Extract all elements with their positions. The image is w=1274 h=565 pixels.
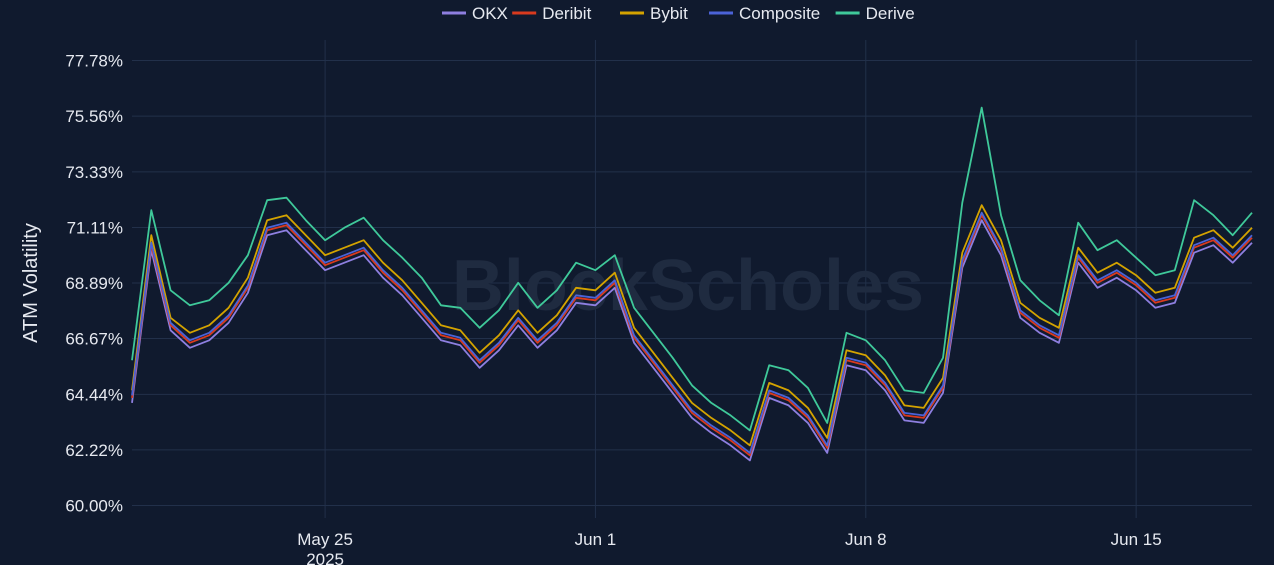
legend-item-composite[interactable]: Composite	[709, 4, 820, 23]
legend-label: OKX	[472, 4, 508, 23]
y-axis: 60.00% 62.22% 64.44% 66.67% 68.89% 71.11% 73.3…	[65, 52, 123, 516]
x-tick-label: May 25	[297, 530, 353, 549]
grid	[132, 40, 1252, 518]
y-tick-label: 66.67%	[65, 330, 123, 349]
y-tick-label: 64.44%	[65, 385, 123, 404]
legend-item-okx[interactable]: OKX	[442, 4, 508, 23]
legend-label: Deribit	[542, 4, 591, 23]
y-tick-label: 62.22%	[65, 441, 123, 460]
watermark: BlockScholes	[452, 246, 924, 326]
x-tick-year-label: 2025	[306, 550, 344, 565]
legend-label: Bybit	[650, 4, 688, 23]
y-tick-label: 68.89%	[65, 274, 123, 293]
y-tick-label: 71.11%	[67, 218, 123, 237]
legend-label: Composite	[739, 4, 820, 23]
y-axis-title: ATM Volatility	[20, 223, 42, 343]
legend-item-bybit[interactable]: Bybit	[620, 4, 688, 23]
y-tick-label: 60.00%	[65, 496, 123, 515]
series-line-bybit	[131, 204, 1253, 447]
legend-label: Derive	[866, 4, 915, 23]
x-tick-label: Jun 1	[575, 530, 617, 549]
series-line-okx	[131, 219, 1253, 462]
series-line-composite	[131, 211, 1253, 454]
x-tick-label: Jun 8	[845, 530, 887, 549]
x-tick-label: Jun 15	[1111, 530, 1162, 549]
series-line-derive	[131, 106, 1253, 432]
series-lines	[131, 106, 1253, 462]
legend-item-derive[interactable]: Derive	[835, 4, 915, 23]
y-tick-label: 73.33%	[65, 163, 123, 182]
legend-item-deribit[interactable]: Deribit	[512, 4, 592, 23]
y-tick-label: 77.78%	[65, 52, 123, 71]
y-tick-label: 75.56%	[65, 107, 123, 126]
legend: OKX Deribit Bybit Composite Derive	[442, 4, 915, 23]
